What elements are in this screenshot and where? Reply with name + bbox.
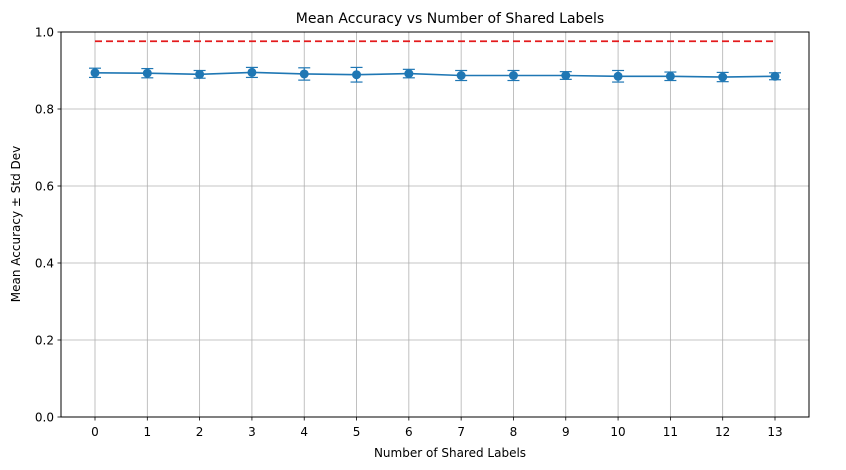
y-tick-label: 0.6 (35, 180, 54, 194)
x-tick-label: 2 (196, 425, 204, 439)
x-tick-label: 11 (663, 425, 678, 439)
series-line (94, 71, 776, 78)
x-axis-ticks: 0 1 2 3 4 5 6 7 8 9 10 11 12 13 (91, 417, 783, 439)
x-tick-label: 6 (405, 425, 413, 439)
y-tick-label: 0.0 (35, 411, 54, 425)
data-point (195, 69, 205, 79)
y-tick-label: 1.0 (35, 26, 54, 40)
x-tick-label: 4 (300, 425, 308, 439)
data-point (770, 71, 780, 81)
data-point (404, 69, 414, 79)
x-tick-label: 12 (715, 425, 730, 439)
y-axis-label: Mean Accuracy ± Std Dev (9, 146, 23, 302)
x-tick-label: 13 (767, 425, 782, 439)
x-tick-label: 7 (457, 425, 465, 439)
x-tick-label: 5 (353, 425, 361, 439)
data-point (561, 71, 571, 81)
x-tick-label: 9 (562, 425, 570, 439)
y-tick-label: 0.4 (35, 257, 54, 271)
data-point (718, 72, 728, 82)
data-point (352, 70, 362, 80)
chart-title: Mean Accuracy vs Number of Shared Labels (296, 11, 604, 27)
data-point (456, 71, 466, 81)
x-tick-label: 3 (248, 425, 256, 439)
data-point (613, 71, 623, 81)
y-tick-label: 0.8 (35, 103, 54, 117)
data-point (508, 71, 518, 81)
data-point (142, 68, 152, 78)
grid-lines (61, 31, 809, 418)
x-axis-label: Number of Shared Labels (374, 446, 526, 460)
y-axis-ticks: 0.0 0.2 0.4 0.6 0.8 1.0 (35, 26, 61, 425)
x-tick-label: 8 (510, 425, 518, 439)
data-point (665, 71, 675, 81)
y-tick-label: 0.2 (35, 334, 54, 348)
plot-frame (60, 31, 810, 418)
x-tick-label: 1 (143, 425, 151, 439)
x-tick-label: 10 (610, 425, 625, 439)
data-point (299, 69, 309, 79)
data-point (90, 68, 100, 78)
x-tick-label: 0 (91, 425, 99, 439)
series-layer (89, 66, 781, 83)
data-point (247, 67, 257, 77)
